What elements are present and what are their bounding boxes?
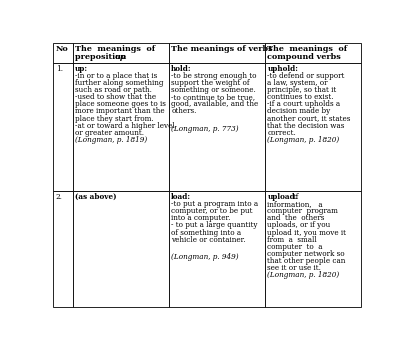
Text: - to put a large quantity: - to put a large quantity xyxy=(171,221,258,229)
Bar xyxy=(54,63,73,191)
Bar xyxy=(54,191,73,307)
Text: something or someone.: something or someone. xyxy=(171,86,256,94)
Bar xyxy=(73,63,169,191)
Text: computer  to  a: computer to a xyxy=(267,243,323,251)
Text: from  a  small: from a small xyxy=(267,236,317,244)
Text: -to be strong enough to: -to be strong enough to xyxy=(171,72,257,80)
Text: upload:: upload: xyxy=(267,193,298,201)
Text: that other people can: that other people can xyxy=(267,257,346,265)
Bar xyxy=(73,43,169,63)
Text: preposition: preposition xyxy=(75,53,129,61)
Text: 1.: 1. xyxy=(56,65,63,73)
Text: uphold:: uphold: xyxy=(267,65,298,73)
Text: -to defend or support: -to defend or support xyxy=(267,72,345,80)
Bar xyxy=(265,63,361,191)
Text: The  meanings  of: The meanings of xyxy=(267,45,347,53)
Text: computer  program: computer program xyxy=(267,207,338,215)
Text: 2.: 2. xyxy=(56,193,62,201)
Text: -if a court upholds a: -if a court upholds a xyxy=(267,100,341,108)
Text: (Longman, p. 1819): (Longman, p. 1819) xyxy=(75,136,147,144)
Text: uploads, or if you: uploads, or if you xyxy=(267,221,330,229)
Text: compound verbs: compound verbs xyxy=(267,53,341,61)
Bar xyxy=(169,63,265,191)
Text: computer, or to be put: computer, or to be put xyxy=(171,207,253,215)
Text: continues to exist.: continues to exist. xyxy=(267,93,334,101)
Text: -to continue to be true,: -to continue to be true, xyxy=(171,93,255,101)
Text: The  meanings  of: The meanings of xyxy=(75,45,156,53)
Text: a law, system, or: a law, system, or xyxy=(267,79,328,87)
Text: others.: others. xyxy=(171,107,197,116)
Text: further along something: further along something xyxy=(75,79,164,87)
Text: another court, it states: another court, it states xyxy=(267,115,351,122)
Text: support the weight of: support the weight of xyxy=(171,79,250,87)
Text: more important than the: more important than the xyxy=(75,107,165,116)
Bar xyxy=(169,191,265,307)
Text: of something into a: of something into a xyxy=(171,229,241,237)
Text: good, available, and the: good, available, and the xyxy=(171,100,258,108)
Text: up:: up: xyxy=(75,65,88,73)
Text: No: No xyxy=(56,45,69,53)
Text: The meanings of verbs: The meanings of verbs xyxy=(171,45,273,53)
Text: hold:: hold: xyxy=(171,65,192,73)
Text: such as road or path.: such as road or path. xyxy=(75,86,152,94)
Text: -used to show that the: -used to show that the xyxy=(75,93,156,101)
Text: if: if xyxy=(289,193,299,201)
Text: (Longman, p. 773): (Longman, p. 773) xyxy=(171,125,239,133)
Text: (Longman, p. 949): (Longman, p. 949) xyxy=(171,253,239,262)
Text: computer network so: computer network so xyxy=(267,250,345,258)
Bar xyxy=(169,43,265,63)
Text: information,   a: information, a xyxy=(267,200,323,208)
Text: decision made by: decision made by xyxy=(267,107,330,116)
Text: (Longman, p. 1820): (Longman, p. 1820) xyxy=(267,271,340,279)
Text: (Longman, p. 1820): (Longman, p. 1820) xyxy=(267,136,340,144)
Text: into a computer.: into a computer. xyxy=(171,214,231,222)
Bar xyxy=(265,43,361,63)
Bar xyxy=(54,43,73,63)
Text: load:: load: xyxy=(171,193,191,201)
Text: place someone goes to is: place someone goes to is xyxy=(75,100,166,108)
Text: correct.: correct. xyxy=(267,129,296,137)
Text: and  the  others: and the others xyxy=(267,214,325,222)
Text: -at or toward a higher level: -at or toward a higher level xyxy=(75,122,175,130)
Text: see it or use it.: see it or use it. xyxy=(267,264,321,272)
Text: up: up xyxy=(114,53,126,61)
Text: or greater amount.: or greater amount. xyxy=(75,129,144,137)
Text: (as above): (as above) xyxy=(75,193,117,201)
Bar xyxy=(73,191,169,307)
Text: -to put a program into a: -to put a program into a xyxy=(171,200,258,208)
Text: place they start from.: place they start from. xyxy=(75,115,154,122)
Text: principle, so that it: principle, so that it xyxy=(267,86,337,94)
Text: that the decision was: that the decision was xyxy=(267,122,345,130)
Bar xyxy=(265,191,361,307)
Text: upload it, you move it: upload it, you move it xyxy=(267,229,346,237)
Text: -in or to a place that is: -in or to a place that is xyxy=(75,72,158,80)
Text: vehicle or container.: vehicle or container. xyxy=(171,236,246,244)
